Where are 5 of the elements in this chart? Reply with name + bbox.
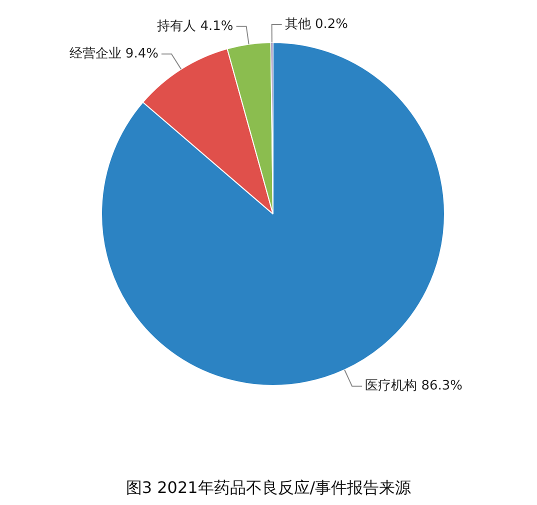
slice-label: 医疗机构 86.3%	[365, 378, 463, 394]
slice-label: 其他 0.2%	[284, 16, 348, 32]
text: 图3 2021年药品不良反应/事件报告来源	[124, 478, 412, 499]
slice-label: 持有人 4.1%	[157, 18, 234, 34]
slice-label: 经营企业 9.4%	[69, 46, 158, 62]
